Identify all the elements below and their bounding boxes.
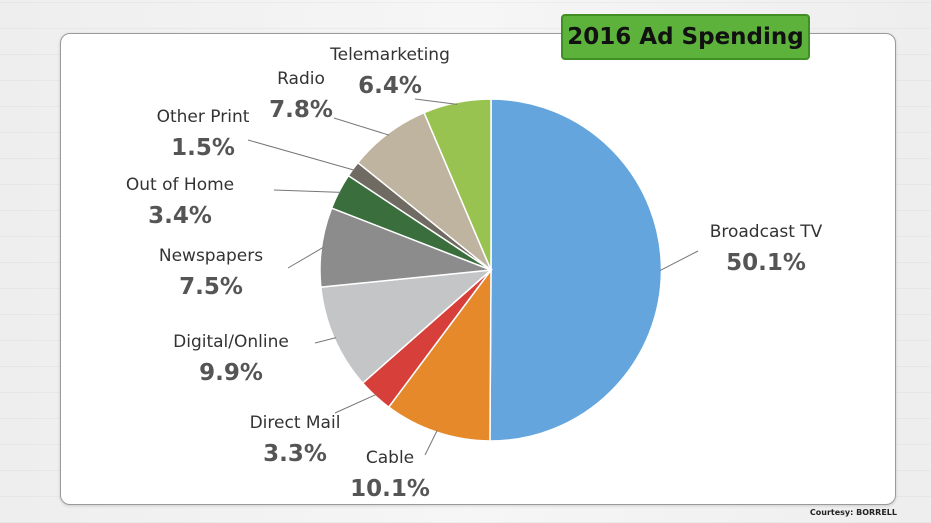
slice-label-newspapers: Newspapers xyxy=(159,246,263,266)
title-badge: 2016 Ad Spending xyxy=(561,14,810,60)
slice-label-direct-mail: Direct Mail xyxy=(250,413,341,433)
slice-label-out-of-home: Out of Home xyxy=(126,175,234,195)
leader-line-broadcast-tv xyxy=(659,250,699,271)
slice-value-direct-mail: 3.3% xyxy=(263,441,327,467)
leader-line-radio xyxy=(333,117,390,136)
leader-line-telemarketing xyxy=(414,98,458,105)
slice-value-out-of-home: 3.4% xyxy=(148,203,212,229)
slice-value-digital-online: 9.9% xyxy=(199,360,263,386)
courtesy-credit: Courtesy: BORRELL xyxy=(809,508,897,517)
slice-value-cable: 10.1% xyxy=(350,476,430,502)
slice-label-broadcast-tv: Broadcast TV xyxy=(710,222,823,242)
leader-line-direct-mail xyxy=(334,393,377,414)
slice-value-telemarketing: 6.4% xyxy=(358,73,422,99)
leader-line-cable xyxy=(424,430,438,456)
pie-slice-broadcast-tv xyxy=(489,98,663,442)
slice-value-radio: 7.8% xyxy=(269,97,333,123)
leader-line-out-of-home xyxy=(273,189,341,193)
slice-label-cable: Cable xyxy=(366,448,414,468)
leader-line-newspapers xyxy=(287,246,324,269)
slice-label-telemarketing: Telemarketing xyxy=(329,45,450,65)
leader-line-other-print xyxy=(247,139,355,171)
slice-value-newspapers: 7.5% xyxy=(179,274,243,300)
slice-value-other-print: 1.5% xyxy=(171,135,235,161)
slice-label-digital-online: Digital/Online xyxy=(173,332,289,352)
leader-line-digital-online xyxy=(314,337,337,344)
chart-title: 2016 Ad Spending xyxy=(567,24,804,50)
slice-value-broadcast-tv: 50.1% xyxy=(726,250,806,276)
slice-label-radio: Radio xyxy=(277,69,325,89)
pie-slice-telemarketing xyxy=(423,98,492,271)
slice-label-other-print: Other Print xyxy=(157,107,250,127)
